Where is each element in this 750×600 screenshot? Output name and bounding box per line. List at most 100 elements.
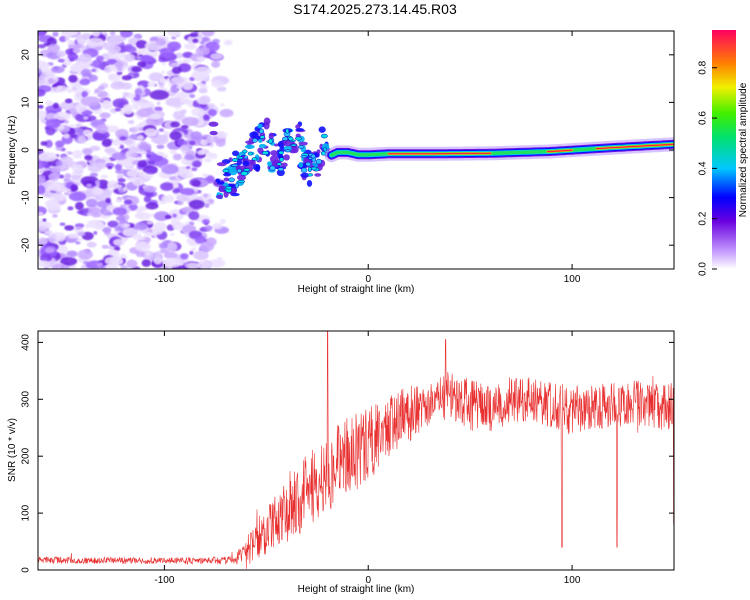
noise-blob [216, 86, 227, 92]
noise-blob [123, 199, 133, 205]
noise-blob [180, 253, 189, 260]
signal-blob [278, 150, 285, 155]
noise-blob [75, 241, 81, 245]
noise-blob [69, 124, 76, 128]
signal-blob [282, 136, 289, 141]
noise-blob [115, 128, 129, 139]
signal-blob [311, 166, 318, 171]
noise-blob [201, 31, 215, 37]
noise-blob [57, 58, 65, 63]
signal-blob [307, 166, 312, 172]
signal-blob [237, 179, 246, 184]
noise-blob [38, 75, 46, 85]
noise-blob [79, 78, 91, 86]
noise-blob [119, 144, 125, 150]
noise-blob [50, 172, 60, 178]
noise-blob [136, 108, 155, 118]
noise-blob [123, 138, 134, 145]
noise-blob [112, 207, 128, 216]
noise-blob [161, 70, 165, 75]
noise-blob [122, 104, 133, 111]
signal-blob [244, 144, 255, 149]
noise-blob [156, 144, 165, 150]
noise-blob [51, 66, 65, 74]
signal-blob [259, 128, 265, 134]
noise-blob [167, 241, 178, 252]
signal-blob [251, 157, 258, 161]
noise-blob [189, 32, 199, 38]
signal-blob [225, 186, 233, 190]
noise-blob [147, 81, 157, 88]
noise-blob [196, 82, 203, 87]
noise-blob [150, 157, 169, 167]
snr-series-line [38, 331, 674, 569]
noise-blob [191, 247, 197, 252]
spectrogram-xtick-label: 100 [564, 274, 581, 285]
noise-blob [38, 151, 58, 162]
colorbar-ticks: 0.0 0.2 0.4 0.6 0.8 [698, 60, 717, 276]
noise-blob [101, 138, 112, 147]
noise-blob [38, 160, 46, 170]
noise-blob [99, 112, 111, 119]
noise-blob [50, 193, 67, 202]
noise-blob [87, 207, 101, 215]
noise-blob [146, 220, 153, 225]
noise-blob [139, 48, 148, 55]
noise-blob [170, 76, 185, 84]
noise-blob [153, 256, 163, 265]
noise-blob [192, 250, 209, 261]
noise-blob [189, 77, 195, 82]
noise-blob [120, 265, 128, 269]
noise-blob [140, 55, 151, 62]
noise-blob [156, 101, 161, 106]
noise-blob [64, 37, 70, 41]
signal-blob [228, 177, 235, 183]
noise-blob [141, 259, 152, 267]
noise-blob [203, 193, 209, 198]
signal-blob [259, 135, 266, 140]
noise-blob [51, 263, 68, 269]
noise-blob [197, 149, 206, 156]
noise-blob [134, 241, 151, 252]
noise-blob [54, 111, 71, 121]
noise-blob [38, 62, 51, 70]
signal-blob [290, 143, 297, 147]
signal-blob [249, 159, 255, 166]
noise-blob [144, 231, 153, 237]
noise-blob [114, 163, 122, 171]
noise-blob [91, 68, 97, 72]
snr-panel: -100 0 100 0 100 200 300 400 Height of straight… [7, 330, 675, 595]
noise-blob [91, 31, 101, 38]
noise-blob [67, 233, 79, 239]
noise-blob [156, 151, 164, 156]
signal-blob [288, 136, 294, 141]
noise-blob [46, 201, 61, 211]
noise-blob [114, 61, 124, 69]
noise-blob [50, 166, 62, 174]
noise-blob [86, 183, 92, 188]
noise-blob [64, 98, 73, 104]
noise-blob [113, 238, 126, 246]
noise-blob [127, 203, 138, 211]
noise-blob [67, 40, 76, 45]
noise-blob [143, 185, 157, 193]
noise-blob [203, 158, 213, 163]
noise-blob [170, 219, 180, 227]
noise-blob [219, 218, 226, 225]
noise-blob [161, 164, 179, 175]
noise-blob [153, 221, 167, 232]
noise-blob [64, 119, 69, 124]
noise-blob [154, 106, 163, 112]
noise-blob [147, 160, 156, 165]
noise-blob [149, 90, 170, 100]
noise-blob [186, 238, 196, 244]
noise-blob [192, 179, 201, 187]
noise-blob [155, 38, 167, 47]
noise-blob [171, 36, 177, 40]
signal-blob [279, 146, 286, 152]
noise-blob [117, 67, 123, 72]
signal-blob [269, 165, 276, 171]
noise-blob [171, 66, 182, 74]
noise-blob [191, 107, 205, 117]
